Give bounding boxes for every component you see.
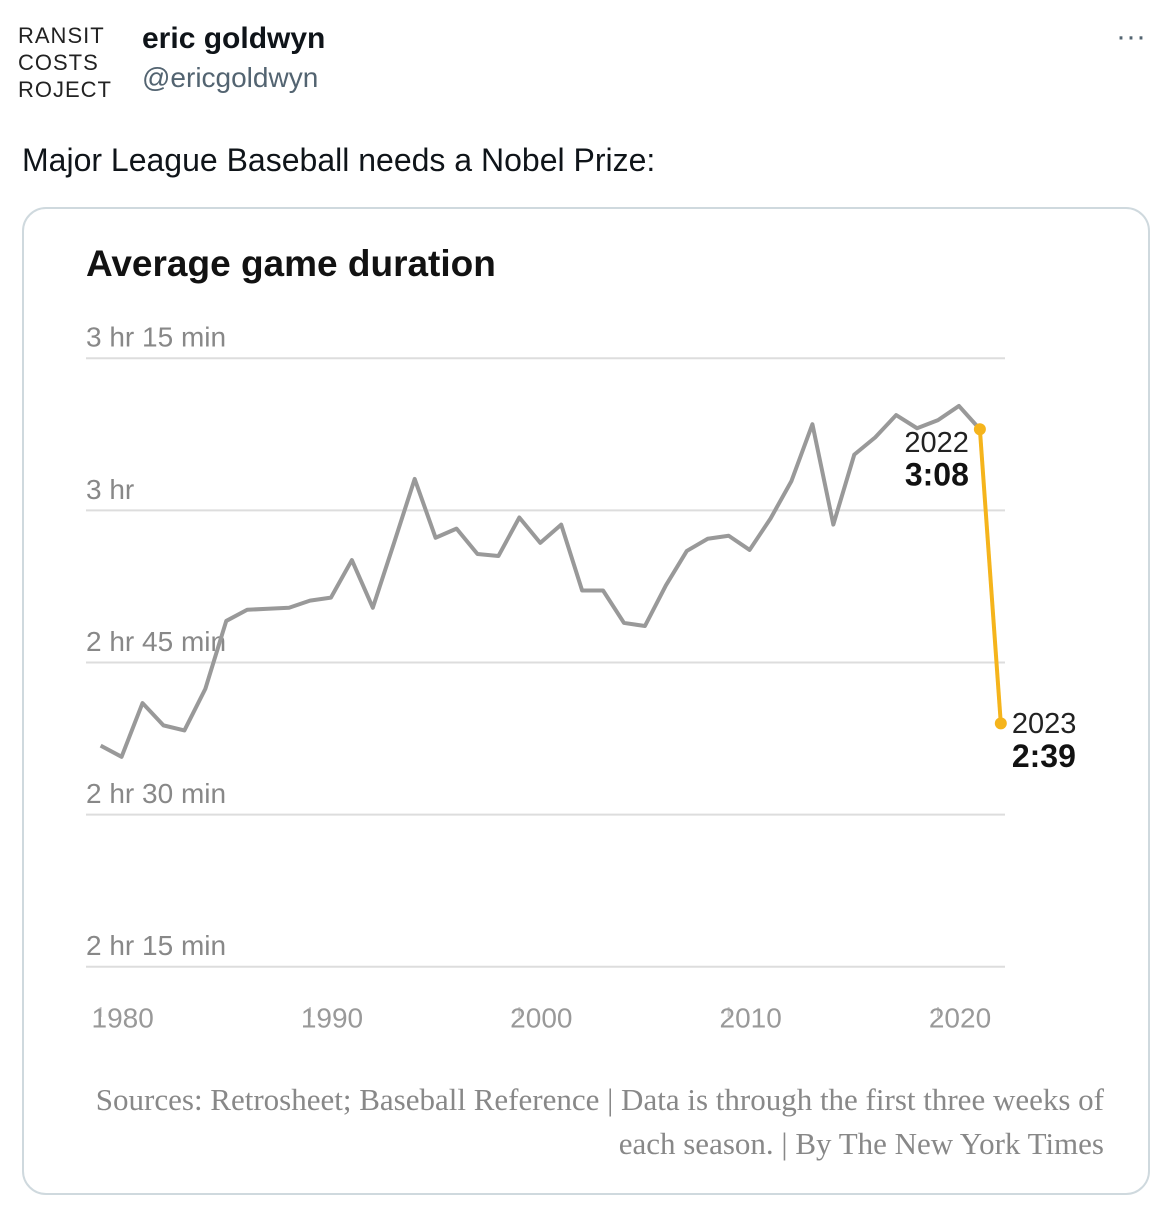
x-tick-label: 1980 bbox=[92, 1002, 154, 1033]
x-tick-label: 2020 bbox=[929, 1002, 991, 1033]
point bbox=[994, 717, 1007, 730]
value-label: 2:39 bbox=[1012, 738, 1076, 774]
point bbox=[973, 423, 986, 436]
y-tick-label: 2 hr 15 min bbox=[86, 930, 226, 961]
user-name[interactable]: eric goldwyn bbox=[142, 22, 326, 55]
line bbox=[977, 429, 1003, 724]
tweet-text: Major League Baseball needs a Nobel Priz… bbox=[22, 142, 656, 178]
year-label: 2023 bbox=[1012, 708, 1077, 740]
avatar[interactable]: RANSIT COSTS ROJECT bbox=[18, 22, 118, 102]
value-label: 3:08 bbox=[905, 457, 969, 493]
more-button[interactable]: ··· bbox=[1116, 20, 1146, 53]
x-tick-label: 2010 bbox=[720, 1002, 782, 1033]
x-tick-label: 1990 bbox=[301, 1002, 363, 1033]
avatar-text: COSTS bbox=[18, 50, 99, 75]
chart-title: Average game duration bbox=[86, 243, 496, 284]
avatar-text: ROJECT bbox=[18, 77, 112, 102]
avatar-text: RANSIT bbox=[18, 23, 105, 48]
chart-source: Sources: Retrosheet; Baseball Reference … bbox=[95, 1082, 1104, 1161]
y-tick-label: 3 hr 15 min bbox=[86, 322, 226, 353]
chart-card bbox=[22, 207, 1150, 1195]
y-tick-label: 3 hr bbox=[86, 474, 134, 505]
y-tick-label: 2 hr 30 min bbox=[86, 778, 226, 809]
year-label: 2022 bbox=[904, 427, 969, 459]
y-tick-label: 2 hr 45 min bbox=[86, 626, 226, 657]
user-handle[interactable]: @ericgoldwyn bbox=[142, 62, 319, 93]
line bbox=[99, 403, 982, 759]
x-tick-label: 2000 bbox=[510, 1002, 572, 1033]
